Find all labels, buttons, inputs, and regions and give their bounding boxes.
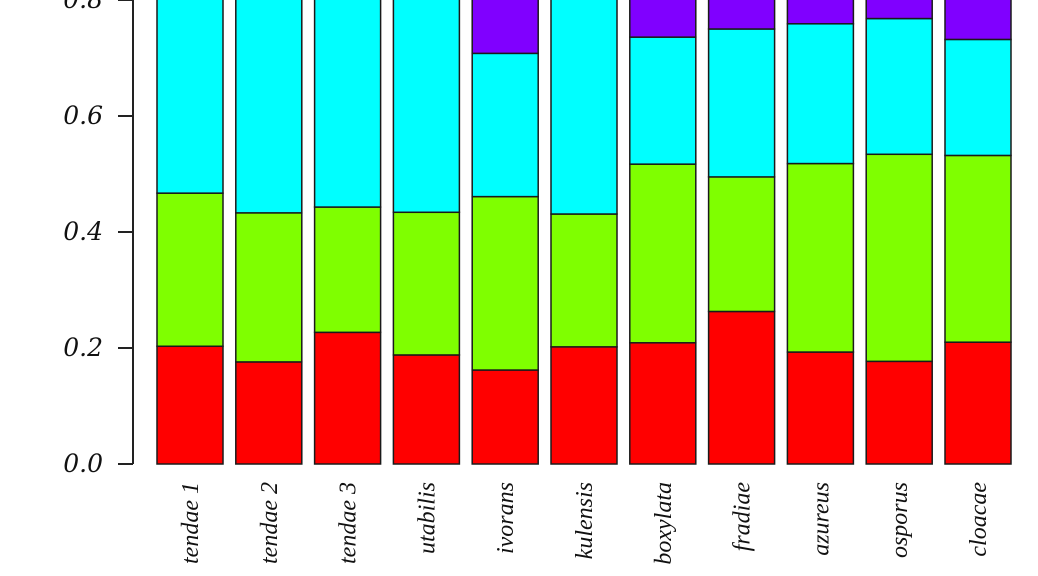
bar-segment — [707, 0, 776, 30]
bar-segment — [156, 345, 224, 465]
bar-segment — [629, 342, 697, 465]
bar-stack — [865, 0, 933, 465]
bar-stack — [392, 0, 461, 465]
x-tick-label: cloacae — [966, 482, 992, 557]
bar-segment — [865, 153, 933, 363]
y-tick-label: 0.6 — [63, 101, 103, 130]
bar-stack — [944, 0, 1012, 465]
bar-segment — [313, 206, 382, 334]
bar-segment — [707, 310, 776, 465]
bar-segment — [865, 17, 933, 156]
bar-segment — [944, 341, 1012, 465]
bar-segment — [471, 369, 539, 465]
bar-segment — [235, 212, 303, 363]
bar-segment — [944, 38, 1012, 157]
bar-segment — [392, 211, 461, 356]
bar-segment — [786, 0, 855, 25]
bar-stack — [156, 0, 224, 465]
bar-segment — [313, 0, 382, 208]
bar-stack — [786, 0, 855, 465]
bar-segment — [786, 351, 855, 465]
bar-segment — [944, 0, 1012, 41]
bar-stack — [707, 0, 776, 465]
bar-segment — [471, 0, 539, 55]
y-axis: 0.0 0.2 0.4 0.6 0.8 — [63, 0, 134, 478]
bar-segment — [786, 23, 855, 165]
x-tick-label: ivorans — [493, 482, 519, 554]
x-tick-label: fradiae — [730, 482, 756, 552]
bar-segment — [392, 354, 461, 465]
x-tick-label: tendae 3 — [336, 482, 362, 564]
y-tick-label: 0.0 — [63, 449, 103, 478]
bar-segment — [156, 192, 224, 348]
bars — [156, 0, 1012, 465]
bar-segment — [707, 28, 776, 178]
bar-stack — [235, 0, 303, 465]
bar-segment — [235, 361, 303, 465]
bar-stack — [471, 0, 539, 465]
bar-segment — [550, 0, 618, 215]
bar-segment — [156, 0, 224, 194]
bar-stack — [550, 0, 618, 465]
x-tick-label: azureus — [808, 482, 834, 556]
bar-stack — [629, 0, 697, 465]
bar-segment — [865, 0, 933, 20]
x-tick-label: utabilis — [414, 482, 440, 554]
bar-segment — [629, 163, 697, 344]
x-tick-label: tendae 2 — [257, 482, 283, 564]
bar-segment — [392, 0, 461, 214]
x-tick-label: tendae 1 — [178, 482, 204, 564]
bar-segment — [471, 52, 539, 198]
bar-segment — [707, 176, 776, 313]
bar-segment — [550, 213, 618, 348]
y-tick-label: 0.2 — [63, 333, 103, 362]
bar-segment — [944, 154, 1012, 343]
bar-segment — [235, 0, 303, 214]
bar-segment — [313, 331, 382, 465]
bar-segment — [471, 195, 539, 371]
bar-segment — [550, 346, 618, 465]
x-tick-label: osporus — [887, 482, 913, 558]
x-axis-labels: tendae 1 tendae 2 tendae 3 utabilis ivorans k… — [178, 482, 992, 565]
y-tick-label: 0.4 — [63, 217, 103, 246]
y-tick-label: 0.8 — [63, 0, 103, 14]
bar-stack — [313, 0, 382, 465]
bar-segment — [865, 360, 933, 465]
x-tick-label: kulensis — [572, 482, 598, 559]
bar-segment — [786, 162, 855, 353]
bar-segment — [629, 36, 697, 165]
x-tick-label: boxylata — [651, 482, 677, 565]
bar-segment — [629, 0, 697, 38]
